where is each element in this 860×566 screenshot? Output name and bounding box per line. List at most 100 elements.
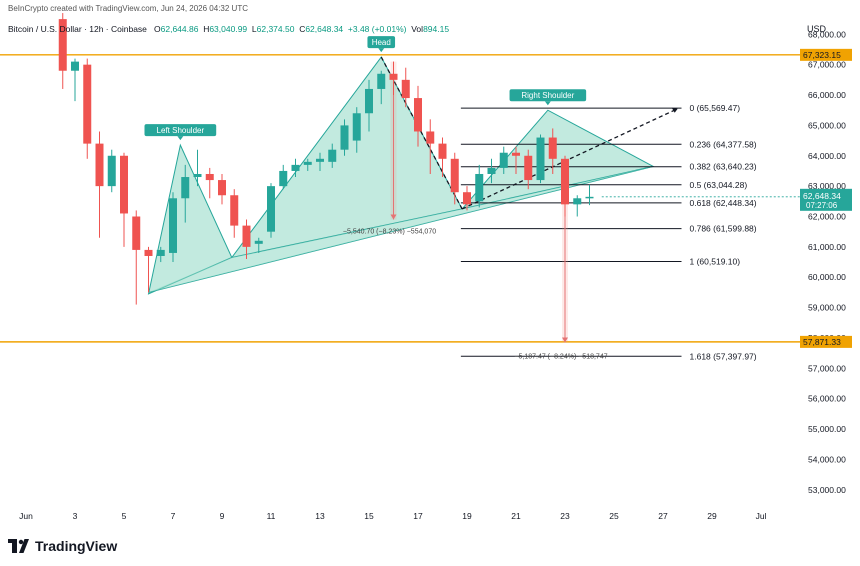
y-tick-label: 61,000.00 xyxy=(808,242,846,252)
open-label: O xyxy=(154,24,161,34)
level-price-label: 67,323.15 xyxy=(803,50,841,60)
candle-body-down xyxy=(438,143,447,159)
x-tick-label: 5 xyxy=(122,511,127,521)
measurement-label: −5,187.47 (−8.24%) −518,747 xyxy=(514,354,607,361)
fib-level-label: 1 (60,519.10) xyxy=(690,256,741,266)
candle-body-down xyxy=(205,173,214,181)
candle-body-up xyxy=(193,173,202,178)
brand-name: TradingView xyxy=(35,538,118,554)
candle-body-down xyxy=(463,192,471,205)
candle-body-down xyxy=(242,225,251,247)
pattern-label: Head xyxy=(372,38,391,47)
pattern-label: Left Shoulder xyxy=(157,126,205,135)
tradingview-logo-icon xyxy=(8,539,29,553)
low-value: 62,374.50 xyxy=(256,24,295,34)
y-tick-label: 67,000.00 xyxy=(808,60,846,70)
candle-body-up xyxy=(475,173,484,202)
symbol-name[interactable]: Bitcoin / U.S. Dollar · 12h · Coinbase xyxy=(8,24,147,34)
y-tick-label: 64,000.00 xyxy=(808,151,846,161)
projection-arrow-head xyxy=(671,107,678,113)
fib-level-label: 0.786 (61,599.88) xyxy=(690,224,757,234)
candle-body-up xyxy=(71,61,79,71)
candle-body-down xyxy=(218,180,226,196)
x-tick-label: 27 xyxy=(658,511,668,521)
candle-body-up xyxy=(328,149,337,162)
close-value: 62,648.34 xyxy=(305,24,344,34)
candle-body-up xyxy=(169,198,177,253)
pattern-label-pointer xyxy=(177,136,184,141)
candle-body-down xyxy=(401,79,410,99)
fib-level-label: 1.618 (57,397.97) xyxy=(690,351,757,361)
pattern-label-pointer xyxy=(378,48,385,53)
low-label: L xyxy=(251,24,257,34)
candle-body-up xyxy=(365,88,373,114)
candle-body-up xyxy=(499,152,508,168)
candle-body-down xyxy=(426,131,435,144)
candle-body-up xyxy=(487,167,496,174)
candle-body-down xyxy=(58,19,67,71)
level-price-tag xyxy=(800,48,852,61)
pattern-head xyxy=(230,56,463,259)
candle-body-down xyxy=(230,195,239,226)
candle-body-up xyxy=(156,249,165,256)
y-tick-label: 62,000.00 xyxy=(808,212,846,222)
x-tick-label: Jul xyxy=(756,511,767,521)
y-tick-label: 57,000.00 xyxy=(808,363,846,373)
candle-body-up xyxy=(303,161,312,165)
measurement-arrow xyxy=(390,214,397,220)
ohlc-bar: Bitcoin / U.S. Dollar · 12h · Coinbase O… xyxy=(8,24,449,34)
measurement-arrow xyxy=(562,337,568,343)
level-price-tag xyxy=(800,335,852,348)
candle-body-down xyxy=(120,155,128,214)
candle-body-down xyxy=(524,155,533,181)
attribution-text: BeInCrypto created with TradingView.com,… xyxy=(8,4,248,13)
level-price-label: 57,871.33 xyxy=(803,337,841,347)
current-price-tag xyxy=(800,188,852,211)
candle-body-down xyxy=(548,137,557,159)
x-tick-label: 25 xyxy=(609,511,619,521)
x-tick-label: 13 xyxy=(315,511,325,521)
candle-body-up xyxy=(340,125,349,150)
candle-body-down xyxy=(83,64,92,144)
y-tick-label: 56,000.00 xyxy=(808,394,846,404)
pattern-label-box xyxy=(144,124,217,137)
y-tick-label: 53,000.00 xyxy=(808,485,846,495)
fib-level-label: 0 (65,569.47) xyxy=(690,103,741,113)
change-value: +3.48 (+0.01%) xyxy=(347,24,407,34)
x-tick-label: 15 xyxy=(364,511,374,521)
y-tick-label: 63,000.00 xyxy=(808,181,846,191)
x-tick-label: 21 xyxy=(511,511,521,521)
candle-body-up xyxy=(291,164,300,171)
current-price-label: 62,648.34 xyxy=(803,191,841,201)
x-tick-label: 23 xyxy=(560,511,570,521)
pattern-label-pointer xyxy=(544,101,551,106)
y-tick-label: 60,000.00 xyxy=(808,272,846,282)
head-dashed-line xyxy=(380,56,463,210)
x-tick-label: 7 xyxy=(171,511,176,521)
y-tick-label: 65,000.00 xyxy=(808,120,846,130)
x-tick-label: 19 xyxy=(462,511,472,521)
pattern-right-shoulder xyxy=(460,109,655,210)
candle-body-up xyxy=(316,158,324,162)
pattern-label: Right Shoulder xyxy=(521,91,574,100)
currency-label: USD xyxy=(806,24,826,34)
y-tick-label: 55,000.00 xyxy=(808,424,846,434)
x-tick-label: 17 xyxy=(413,511,423,521)
x-tick-label: 3 xyxy=(73,511,78,521)
projection-dashed-line xyxy=(461,108,678,210)
candle-body-up xyxy=(536,137,545,181)
x-tick-label: Jun xyxy=(19,511,33,521)
candle-body-down xyxy=(512,152,520,156)
candle-body-up xyxy=(585,196,594,199)
tradingview-logo[interactable]: TradingView xyxy=(8,538,117,554)
volume-label: Vol xyxy=(411,24,424,34)
countdown-label: 07:27:06 xyxy=(806,201,838,210)
candle-body-down xyxy=(561,158,569,205)
y-tick-label: 59,000.00 xyxy=(808,303,846,313)
measurement-label: −5,540.70 (−8.23%) −554,070 xyxy=(343,229,436,236)
y-tick-label: 54,000.00 xyxy=(808,454,846,464)
neckline-fill xyxy=(148,166,654,293)
fib-level-label: 0.5 (63,044.28) xyxy=(690,180,748,190)
candle-body-down xyxy=(389,73,398,80)
